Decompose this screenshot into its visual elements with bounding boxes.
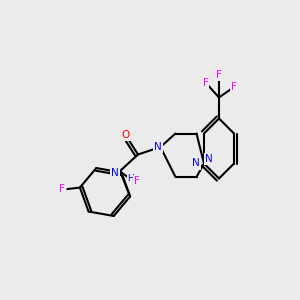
Text: F: F — [202, 77, 208, 88]
Text: F: F — [231, 82, 237, 92]
Text: O: O — [122, 130, 130, 140]
Text: F: F — [59, 184, 65, 194]
Text: N: N — [206, 154, 213, 164]
Text: N: N — [111, 167, 119, 178]
Text: H: H — [128, 174, 134, 183]
Text: N: N — [154, 142, 162, 152]
Text: F: F — [134, 176, 140, 186]
Text: F: F — [216, 70, 222, 80]
Text: N: N — [192, 158, 200, 169]
